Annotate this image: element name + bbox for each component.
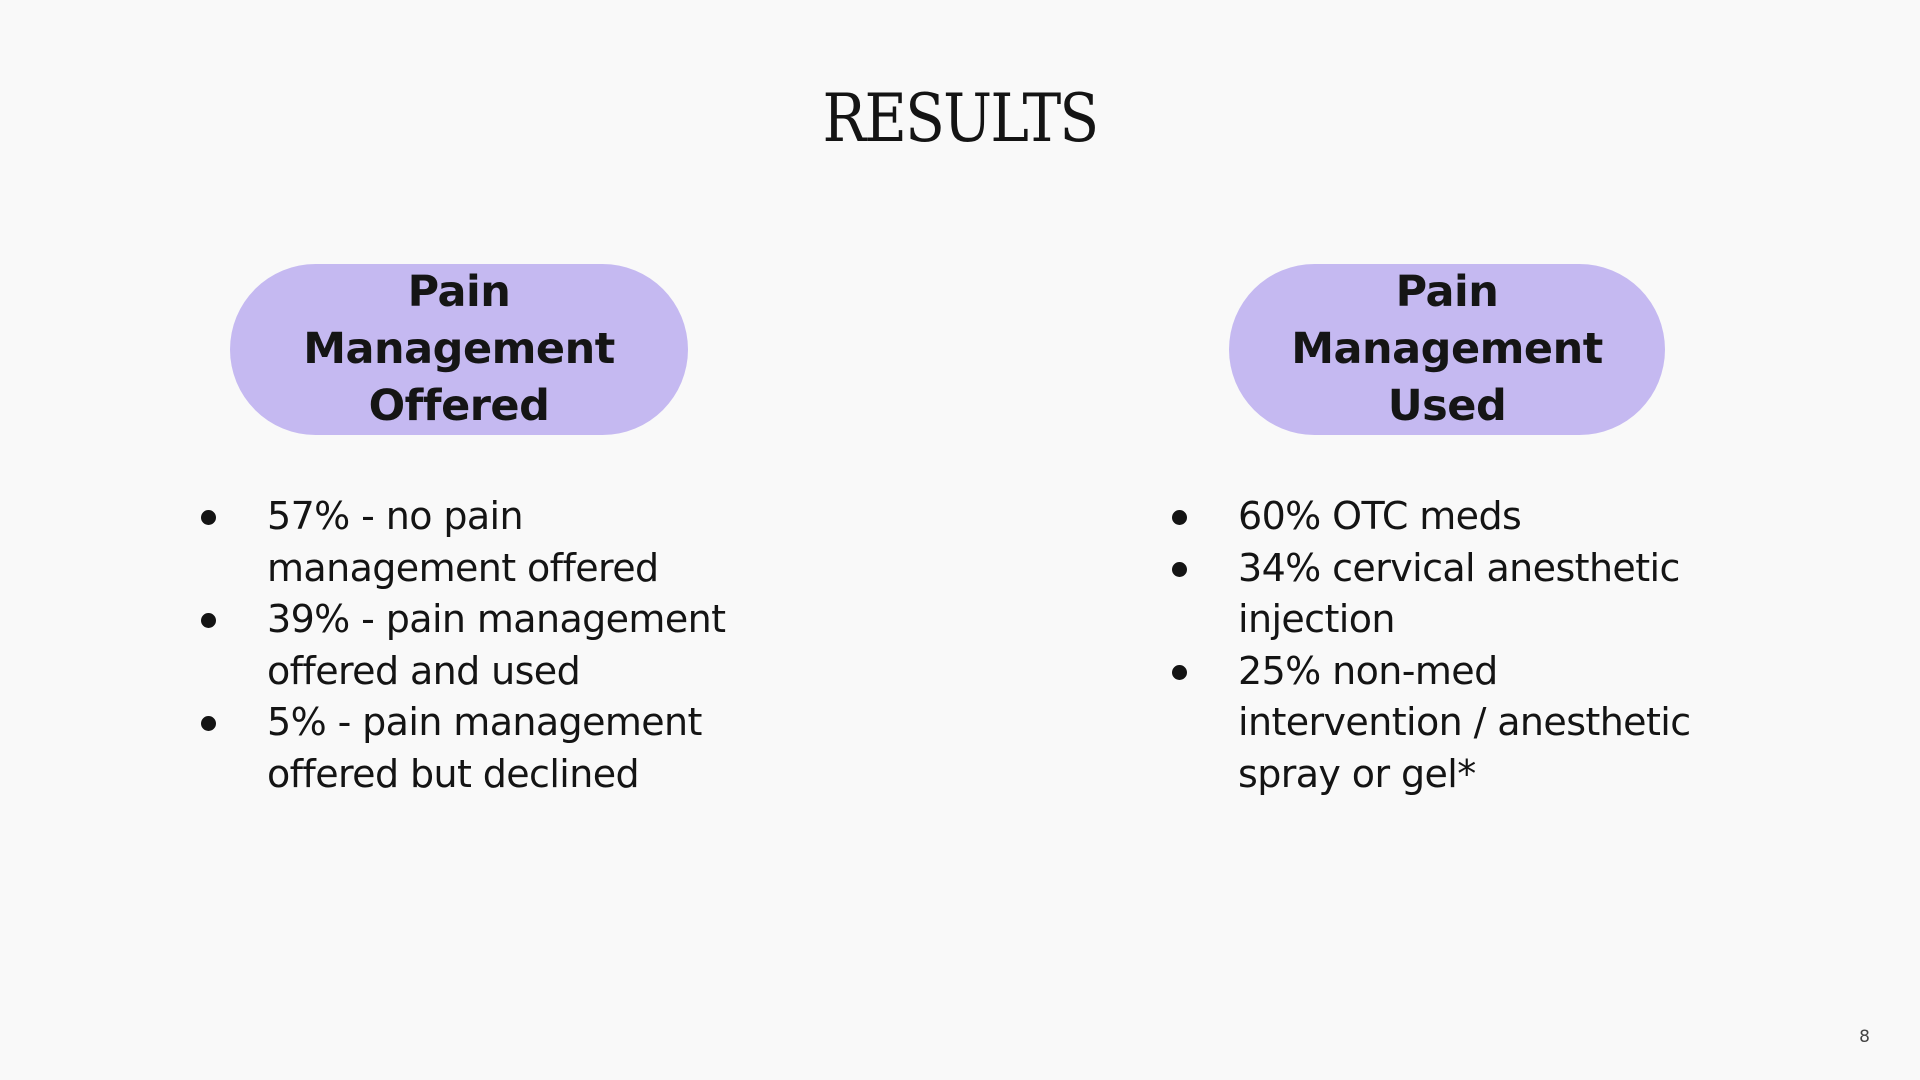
list-item-text: 25% non-med intervention / anesthetic sp…	[1238, 648, 1691, 796]
slide-title: RESULTS	[822, 80, 1100, 157]
list-item: 34% cervical anesthetic injection	[1172, 543, 1772, 646]
heading-pill-used-label: Pain Management Used	[1291, 267, 1603, 431]
bullet-dot-icon	[1172, 561, 1187, 577]
list-item: 60% OTC meds	[1172, 491, 1772, 543]
page-number: 8	[1859, 1027, 1870, 1047]
bullet-dot-icon	[201, 613, 216, 628]
list-item: 39% - pain management offered and used	[201, 594, 801, 697]
list-item: 57% - no pain management offered	[201, 491, 801, 594]
list-item: 5% - pain management offered but decline…	[201, 697, 801, 800]
list-item: 25% non-med intervention / anesthetic sp…	[1172, 646, 1772, 801]
list-item-text: 39% - pain management offered and used	[267, 597, 726, 693]
list-item-text: 60% OTC meds	[1238, 494, 1522, 538]
list-item-text: 34% cervical anesthetic injection	[1238, 545, 1680, 642]
bullet-dot-icon	[1172, 664, 1187, 680]
list-item-text: 57% - no pain management offered	[267, 494, 659, 590]
used-bullet-list: 60% OTC meds 34% cervical anesthetic inj…	[1172, 491, 1772, 800]
heading-pill-used: Pain Management Used	[1229, 264, 1665, 435]
heading-pill-offered: Pain Management Offered	[230, 264, 688, 435]
list-item-text: 5% - pain management offered but decline…	[267, 700, 702, 796]
heading-pill-offered-label: Pain Management Offered	[303, 267, 615, 431]
offered-bullet-list: 57% - no pain management offered 39% - p…	[201, 491, 801, 800]
bullet-dot-icon	[201, 510, 216, 525]
bullet-dot-icon	[201, 716, 216, 731]
bullet-dot-icon	[1172, 510, 1187, 525]
